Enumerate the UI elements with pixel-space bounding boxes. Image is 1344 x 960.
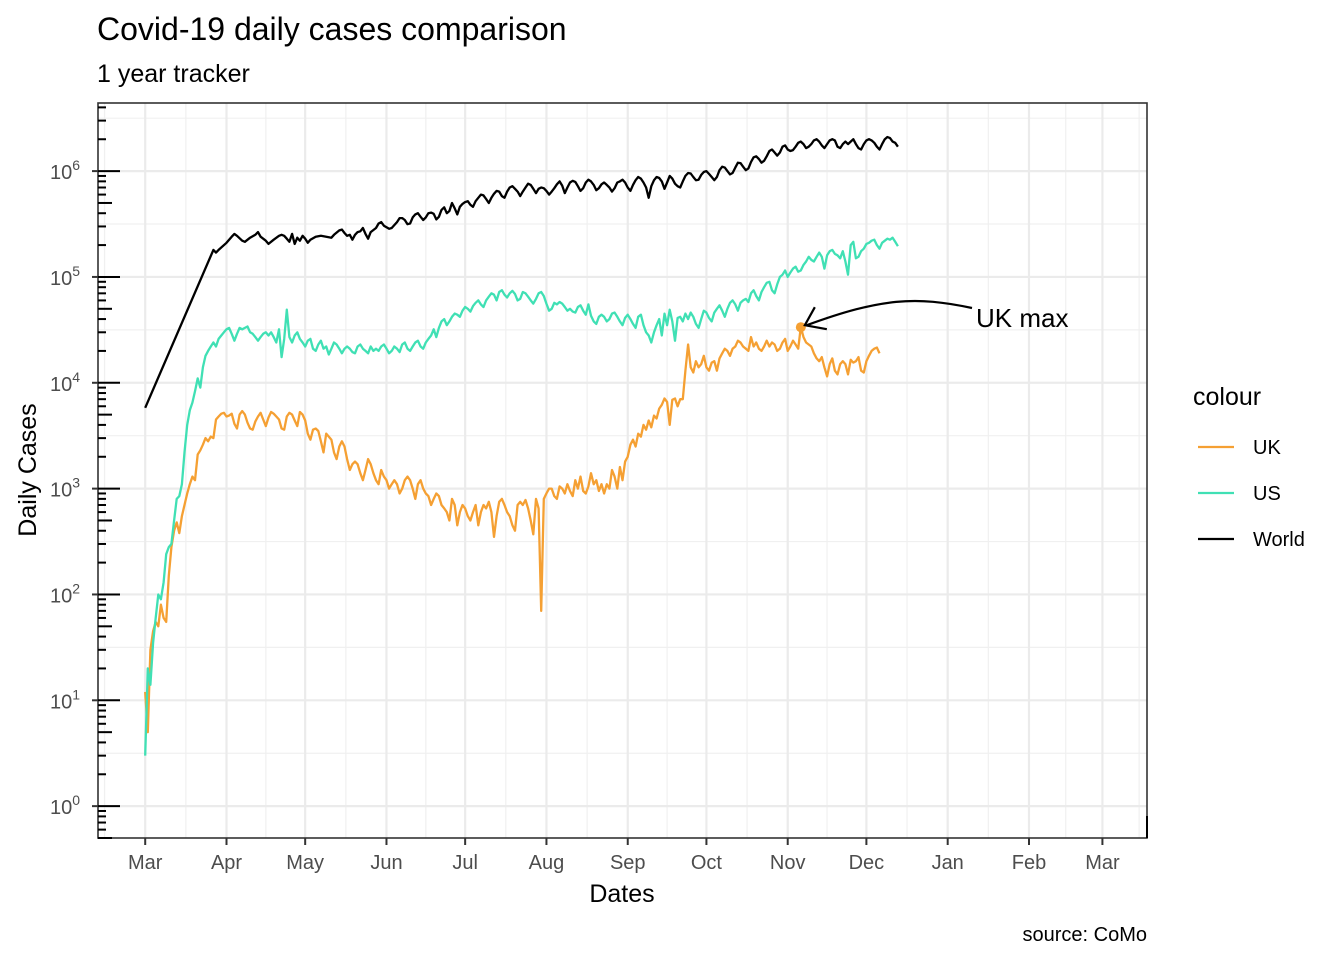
x-tick-label: Nov bbox=[770, 852, 806, 874]
uk-max-point bbox=[795, 322, 806, 333]
x-tick-label: Oct bbox=[691, 852, 723, 874]
legend: colour UK US World bbox=[1193, 383, 1305, 551]
series-line-uk bbox=[144, 326, 881, 734]
x-tick-label: Feb bbox=[1012, 852, 1046, 874]
grid-major bbox=[98, 103, 1147, 838]
series-layer bbox=[144, 135, 899, 756]
chart-title: Covid-19 daily cases comparison bbox=[97, 11, 567, 47]
x-tick-label: Sep bbox=[610, 852, 646, 874]
y-tick-label: 101 bbox=[50, 686, 80, 713]
y-tick-label: 105 bbox=[50, 263, 80, 290]
grid-minor bbox=[98, 103, 1147, 838]
legend-label-us: US bbox=[1253, 483, 1281, 505]
x-tick-label: Mar bbox=[128, 852, 163, 874]
chart-caption: source: CoMo bbox=[1023, 924, 1148, 946]
x-tick-label: Jul bbox=[452, 852, 478, 874]
y-axis: 100 101 102 103 104 105 106 bbox=[50, 157, 98, 819]
x-axis: Mar Apr May Jun Jul Aug Sep Oct Nov Dec Jan Feb Mar bbox=[128, 838, 1120, 874]
x-tick-label: Jan bbox=[932, 852, 964, 874]
y-axis-title: Daily Cases bbox=[14, 403, 42, 536]
annotation-arrow bbox=[806, 299, 973, 327]
series-line-us bbox=[144, 236, 899, 756]
x-tick-label: Mar bbox=[1085, 852, 1120, 874]
x-axis-title: Dates bbox=[589, 880, 654, 908]
y-tick-label: 100 bbox=[50, 792, 80, 819]
legend-label-world: World bbox=[1253, 529, 1305, 551]
x-tick-label: May bbox=[286, 852, 324, 874]
series-line-world bbox=[144, 135, 899, 409]
y-log-ticks bbox=[98, 106, 1148, 839]
legend-title: colour bbox=[1193, 383, 1261, 411]
chart-subtitle: 1 year tracker bbox=[97, 60, 250, 88]
x-tick-label: Jun bbox=[370, 852, 402, 874]
legend-label-uk: UK bbox=[1253, 437, 1281, 459]
x-tick-label: Apr bbox=[211, 852, 242, 874]
x-tick-label: Aug bbox=[529, 852, 565, 874]
annotation-layer: UK max bbox=[795, 299, 1068, 333]
y-tick-label: 104 bbox=[50, 369, 80, 396]
panel-border bbox=[97, 102, 1148, 839]
annotation-label: UK max bbox=[976, 303, 1068, 333]
plot-panel: UK max bbox=[97, 102, 1148, 839]
annotation-arrowhead bbox=[803, 306, 828, 331]
panel-background bbox=[98, 103, 1147, 838]
x-tick-label: Dec bbox=[849, 852, 885, 874]
y-tick-label: 102 bbox=[50, 580, 80, 607]
y-tick-label: 103 bbox=[50, 475, 80, 502]
y-tick-label: 106 bbox=[50, 157, 80, 184]
